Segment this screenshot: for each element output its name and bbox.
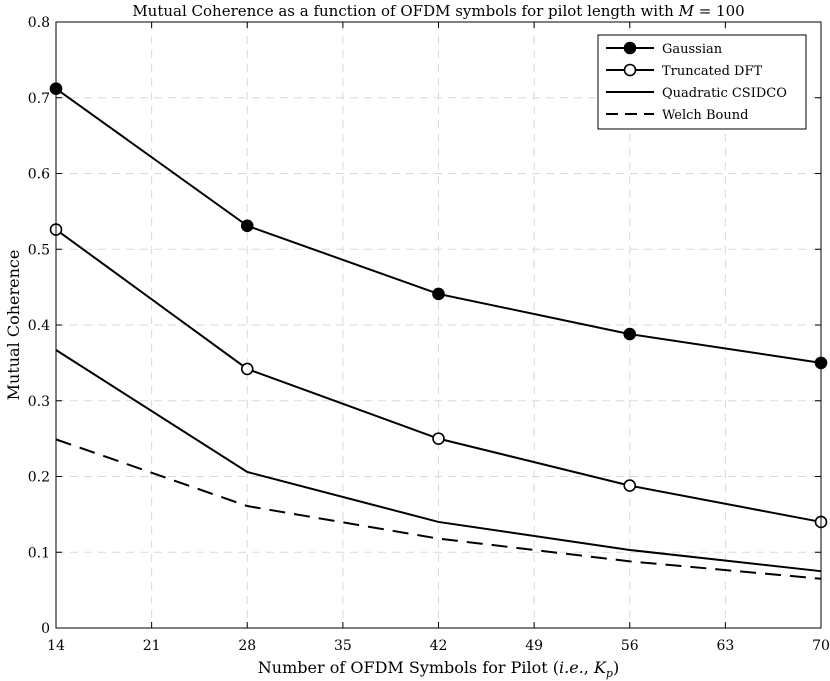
y-tick-label: 0.7 — [28, 91, 50, 107]
series-layer — [49, 82, 828, 580]
data-point — [432, 432, 445, 445]
x-tick-label: 14 — [47, 638, 65, 654]
x-tick-label: 56 — [621, 638, 639, 654]
data-point — [240, 362, 254, 376]
x-tick-label: 21 — [143, 638, 161, 654]
y-tick-label: 0.2 — [28, 470, 50, 486]
series-welch-bound — [55, 438, 822, 580]
series-gaussian — [49, 82, 828, 370]
x-tick-label: 28 — [238, 638, 256, 654]
legend-label: Quadratic CSIDCO — [662, 86, 787, 101]
y-tick-label: 0 — [41, 621, 50, 637]
legend-label: Gaussian — [662, 42, 723, 57]
y-tick-label: 0.1 — [28, 545, 50, 561]
legend: Gaussian Truncated DFT Quadratic CSIDCO Wel… — [597, 34, 807, 130]
data-point — [240, 219, 254, 233]
x-axis-label: Number of OFDM Symbols for Pilot (i.e., … — [258, 658, 619, 680]
data-point — [623, 327, 637, 341]
y-tick-label: 0.4 — [28, 318, 50, 334]
x-tick-label: 35 — [334, 638, 352, 654]
grid-lines — [56, 22, 821, 628]
series-line — [55, 349, 822, 573]
y-tick-label: 0.3 — [28, 394, 50, 410]
y-tick-label: 0.8 — [28, 15, 50, 31]
x-tick-label: 42 — [430, 638, 448, 654]
legend-label: Truncated DFT — [662, 64, 762, 79]
legend-marker — [623, 41, 637, 55]
y-tick-label: 0.5 — [28, 242, 50, 258]
series-line — [55, 438, 822, 580]
x-tick-label: 63 — [716, 638, 734, 654]
x-tick-label: 49 — [525, 638, 543, 654]
legend-label: Welch Bound — [662, 108, 748, 123]
legend-marker — [623, 63, 637, 77]
y-tick-label: 0.6 — [28, 167, 50, 183]
chart-title: Mutual Coherence as a function of OFDM s… — [132, 2, 744, 20]
data-point — [432, 287, 445, 301]
axis-ticks: 14 21 28 35 42 49 56 63 70 0 0.1 0.2 0.3 0.4 0.5 0.6 0.7… — [28, 15, 830, 654]
x-tick-label: 70 — [812, 638, 830, 654]
series-quadratic-csidco — [55, 349, 822, 573]
data-point — [623, 479, 637, 492]
y-axis-label: Mutual Coherence — [4, 250, 23, 401]
